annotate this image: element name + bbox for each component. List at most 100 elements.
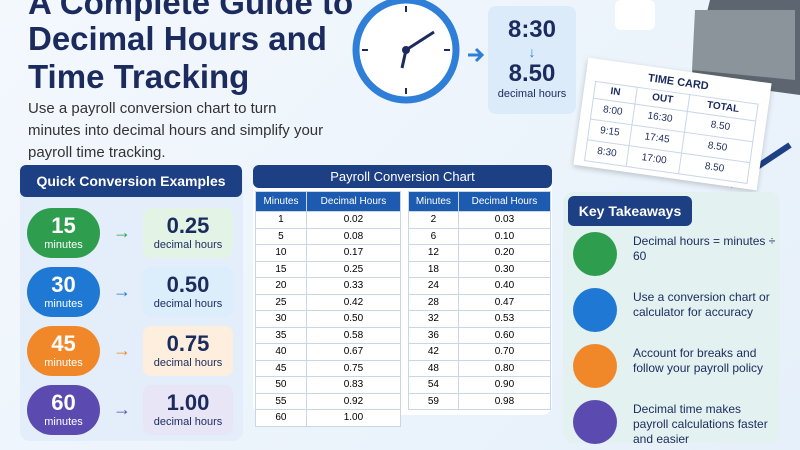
quick-row: 15 minutes → 0.25 decimal hours — [27, 208, 233, 258]
quick-minutes: 45 minutes — [27, 326, 100, 376]
takeaway-item: Decimal time makes payroll calculations … — [573, 398, 773, 448]
table-cell: 0.08 — [305, 227, 402, 245]
table-row: 36 0.60 — [408, 326, 552, 344]
table-cell: 1.00 — [305, 409, 402, 427]
table-cell: 0.67 — [305, 343, 402, 361]
table-row: 24 0.40 — [408, 277, 552, 295]
table-row: 32 0.53 — [408, 310, 552, 328]
table-cell: 32 — [408, 310, 459, 328]
table-cell: 45 — [255, 359, 307, 377]
table-cell: 42 — [408, 343, 459, 361]
chart-panel: Payroll Conversion Chart Minutes Decimal … — [253, 165, 552, 427]
table-row: 42 0.70 — [408, 343, 552, 361]
quick-decimal: 0.25 decimal hours — [143, 208, 233, 258]
table-row: 54 0.90 — [408, 376, 552, 394]
table-row: 45 0.75 — [255, 359, 402, 377]
takeaway-icon — [573, 288, 617, 332]
table-row: 18 0.30 — [408, 260, 552, 278]
table-cell: 59 — [408, 392, 459, 410]
table-row: 5 0.08 — [255, 227, 402, 245]
takeaways-title: Key Takeaways — [568, 196, 692, 226]
table-row: 35 0.58 — [255, 326, 402, 344]
hero-arrow: ↓ — [528, 44, 536, 60]
table-cell: 0.17 — [305, 244, 402, 262]
decimal-unit: decimal hours — [153, 298, 223, 310]
table-row: 55 0.92 — [255, 392, 402, 410]
table-cell: 0.58 — [305, 326, 402, 344]
table-header-cell: Decimal Hours — [457, 191, 552, 212]
quick-minutes: 60 minutes — [27, 385, 100, 435]
quick-row: 45 minutes → 0.75 decimal hours — [27, 326, 233, 376]
minutes-value: 15 — [51, 213, 76, 238]
table-cell: 0.53 — [457, 310, 552, 328]
table-row: 28 0.47 — [408, 293, 552, 311]
table-cell: 0.40 — [457, 277, 552, 295]
table-row: 12 0.20 — [408, 244, 552, 262]
table-row: 40 0.67 — [255, 343, 402, 361]
subtitle: Use a payroll conversion chart to turn m… — [28, 100, 324, 161]
table-cell: 0.80 — [457, 359, 552, 377]
table-cell: 0.98 — [457, 392, 552, 410]
table-cell: 28 — [408, 293, 459, 311]
quick-arrow: → — [113, 281, 131, 301]
minutes-unit: minutes — [44, 416, 83, 428]
title-line: Time Tracking — [28, 58, 250, 95]
time-card-table: IN OUT TOTAL 8:00 16:30 8.50 9:15 17:45 8.50 8:30… — [584, 81, 759, 184]
conversion-table: Minutes Decimal Hours 2 0.03 6 0.10 12 0.20 18 0.… — [408, 191, 552, 410]
takeaway-text: Account for breaks and follow your payro… — [633, 346, 764, 375]
table-cell: 18 — [408, 260, 459, 278]
minutes-value: 30 — [51, 272, 76, 297]
table-cell: 0.70 — [457, 343, 552, 361]
table-cell: 25 — [255, 293, 307, 311]
quick-decimal: 0.75 decimal hours — [143, 326, 233, 376]
table-cell: 30 — [255, 310, 307, 328]
table-cell: 60 — [255, 409, 307, 427]
table-row: 2 0.03 — [408, 211, 552, 229]
title-line: Decimal Hours and — [28, 20, 327, 57]
takeaway-item: Account for breaks and follow your payro… — [573, 342, 773, 392]
hero-caption: decimal hours — [497, 88, 567, 100]
table-cell: 35 — [255, 326, 307, 344]
table-row: 20 0.33 — [255, 277, 402, 295]
table-cell: 40 — [255, 343, 307, 361]
table-row: 50 0.83 — [255, 376, 402, 394]
table-cell: 0.83 — [305, 376, 402, 394]
quick-row: 60 minutes → 1.00 decimal hours — [27, 385, 233, 435]
table-row: 59 0.98 — [408, 392, 552, 410]
decimal-unit: decimal hours — [153, 357, 223, 369]
table-cell: 10 — [255, 244, 307, 262]
table-cell: 50 — [255, 376, 307, 394]
quick-arrow: → — [113, 399, 131, 419]
table-cell: 0.10 — [457, 227, 552, 245]
table-cell: 0.25 — [305, 260, 402, 278]
table-cell: 0.47 — [457, 293, 552, 311]
takeaway-item: Decimal hours = minutes ÷ 60 — [573, 230, 775, 280]
minutes-value: 60 — [51, 390, 76, 415]
conversion-table: Minutes Decimal Hours 1 0.02 5 0.08 10 0.17 15 0.… — [255, 191, 402, 427]
table-cell: 20 — [255, 277, 307, 295]
takeaway-text: Decimal time makes payroll calculations … — [633, 402, 768, 446]
hero-time: 8:30 — [507, 16, 557, 43]
table-header: Minutes Decimal Hours — [255, 191, 402, 212]
table-cell: 36 — [408, 326, 459, 344]
table-cell: 0.30 — [457, 260, 552, 278]
takeaways-panel: Key Takeaways Decimal hours = minutes ÷ … — [563, 192, 780, 446]
table-cell: 0.03 — [457, 211, 552, 229]
takeaway-icon — [573, 400, 617, 444]
table-cell: 0.33 — [305, 277, 402, 295]
table-cell: 0.20 — [457, 244, 552, 262]
table-row: 48 0.80 — [408, 359, 552, 377]
chart-title: Payroll Conversion Chart — [253, 165, 552, 188]
takeaway-text: Use a conversion chart or calculator for… — [633, 290, 770, 319]
table-header: Minutes Decimal Hours — [408, 191, 552, 212]
table-cell: 24 — [408, 277, 459, 295]
table-row: 30 0.50 — [255, 310, 402, 328]
table-row: 60 1.00 — [255, 409, 402, 427]
quick-decimal: 0.50 decimal hours — [143, 267, 233, 317]
hero-decimal: 8.50 — [508, 60, 556, 87]
table-cell: 2 — [408, 211, 459, 229]
quick-minutes: 30 minutes — [27, 267, 100, 317]
table-cell: 6 — [408, 227, 459, 245]
table-cell: 0.50 — [305, 310, 402, 328]
